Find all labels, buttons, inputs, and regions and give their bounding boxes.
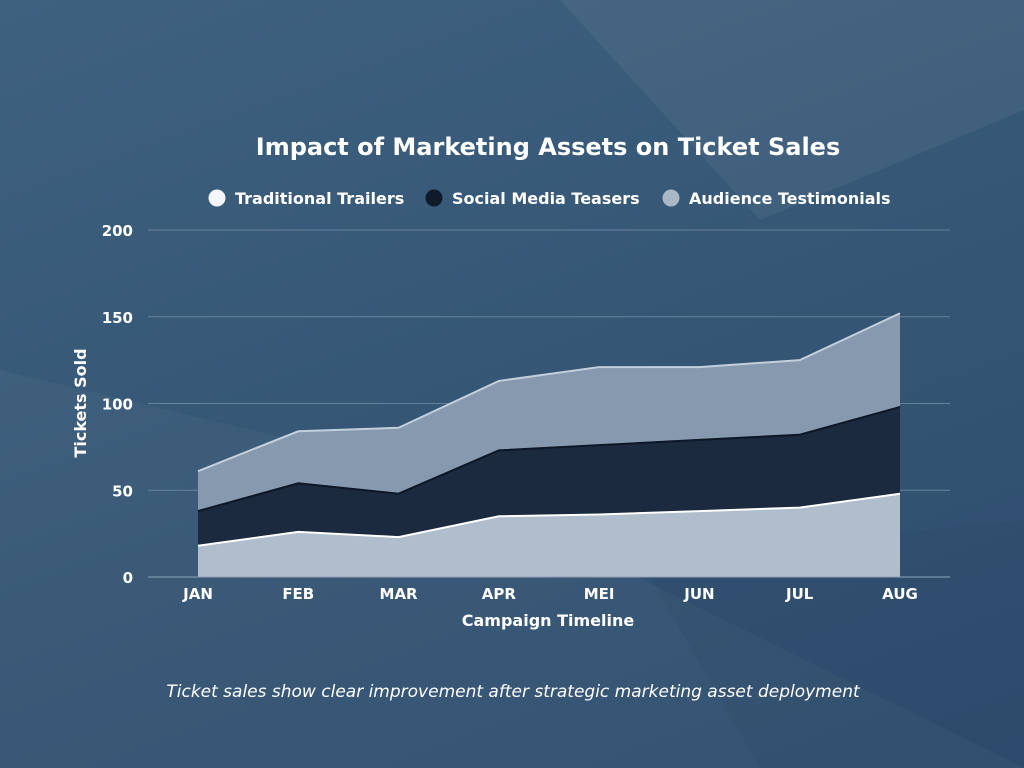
y-tick-label: 150 — [102, 309, 133, 327]
legend-item-audience-testimonials[interactable]: Audience Testimonials — [662, 189, 891, 208]
legend-swatch — [208, 189, 226, 207]
y-tick-label: 100 — [102, 396, 133, 414]
x-axis-ticks: JAN FEB MAR APR MEI JUN JUL AUG — [182, 585, 918, 603]
y-tick-label: 0 — [123, 569, 133, 587]
y-axis-title: Tickets Sold — [71, 348, 90, 457]
x-tick-label: FEB — [282, 585, 314, 603]
line-audience-testimonials — [197, 312, 901, 473]
series-lines — [197, 312, 901, 547]
x-tick-label: MEI — [584, 585, 615, 603]
area-traditional-trailers — [198, 493, 900, 577]
line-traditional-trailers — [197, 492, 901, 547]
legend-item-social-media-teasers[interactable]: Social Media Teasers — [425, 189, 640, 208]
x-tick-label: MAR — [380, 585, 419, 603]
legend-label: Audience Testimonials — [689, 189, 891, 208]
chart-title: Impact of Marketing Assets on Ticket Sal… — [256, 133, 840, 161]
y-tick-label: 200 — [102, 222, 133, 240]
y-tick-label: 50 — [112, 482, 133, 500]
legend-swatch — [662, 189, 680, 207]
legend-swatch — [425, 189, 443, 207]
chart-caption: Ticket sales show clear improvement afte… — [166, 682, 861, 702]
area-audience-testimonials — [198, 313, 900, 512]
legend-item-traditional-trailers[interactable]: Traditional Trailers — [208, 189, 405, 208]
area-social-media-teasers — [198, 406, 900, 546]
line-social-media-teasers — [197, 406, 901, 513]
x-axis-title: Campaign Timeline — [462, 611, 635, 630]
legend: Traditional Trailers Social Media Teasers… — [208, 189, 891, 208]
x-tick-label: APR — [482, 585, 517, 603]
x-tick-label: JUL — [785, 585, 814, 603]
x-tick-label: JUN — [683, 585, 714, 603]
y-axis-ticks: 0 50 100 150 200 — [102, 222, 133, 587]
legend-label: Traditional Trailers — [235, 189, 404, 208]
series-areas — [198, 313, 900, 577]
legend-label: Social Media Teasers — [452, 189, 640, 208]
x-tick-label: JAN — [182, 585, 213, 603]
x-tick-label: AUG — [882, 585, 918, 603]
